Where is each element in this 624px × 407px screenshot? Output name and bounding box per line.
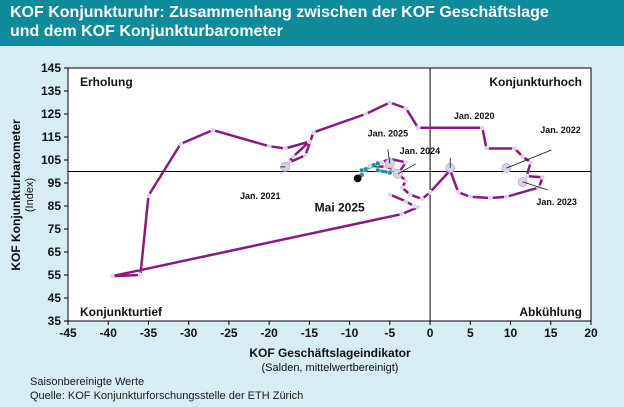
data-point: [302, 152, 308, 158]
footer-note: Saisonbereinigte Werte: [30, 376, 145, 388]
data-point: [387, 192, 393, 197]
annotation-label: Jan. 2021: [240, 191, 281, 201]
y-axis-sublabel: (Index): [24, 178, 36, 212]
data-point: [137, 272, 143, 278]
data-point: [178, 141, 184, 147]
data-point: [520, 154, 526, 160]
y-tick-label: 135: [41, 84, 61, 98]
data-point-recent: [375, 167, 381, 174]
x-axis-label: KOF Geschäftslageindikator: [249, 346, 411, 360]
x-tick-label: -10: [341, 326, 359, 340]
x-tick-label: -40: [100, 326, 118, 340]
x-tick-label: -25: [220, 326, 238, 340]
annotation-label: Jan. 2025: [368, 128, 409, 138]
quadrant-label-abkuehlung: Abkühlung: [519, 305, 582, 319]
data-point: [403, 178, 409, 184]
data-point: [363, 111, 369, 117]
data-point: [483, 146, 489, 151]
data-point: [290, 154, 296, 160]
data-point: [524, 173, 530, 179]
data-point: [310, 129, 316, 135]
data-point: [146, 193, 151, 199]
y-tick-label: 75: [48, 222, 62, 236]
data-point: [467, 194, 473, 200]
x-tick-label: -35: [140, 326, 158, 340]
y-tick-label: 125: [41, 107, 61, 121]
y-tick-label: 105: [41, 153, 61, 167]
data-point: [455, 189, 461, 195]
annotation-label: Jan. 2022: [540, 125, 581, 135]
data-point: [407, 192, 413, 197]
annotation-label: Jan. 2020: [454, 111, 495, 121]
data-point: [399, 185, 405, 191]
x-tick-label: -30: [180, 326, 198, 340]
y-tick-label: 85: [48, 199, 62, 213]
data-point: [403, 105, 409, 111]
annotation-leader-line: [522, 181, 548, 191]
chart-title: KOF Konjunkturuhr: Zusammenhang zwischen…: [10, 4, 549, 21]
data-point: [487, 195, 493, 201]
chart-title-line2: und dem KOF Konjunkturbarometer: [10, 23, 283, 40]
data-point: [411, 203, 417, 209]
annotation-leader-line: [397, 163, 417, 175]
y-tick-label: 115: [42, 130, 62, 144]
x-tick-label: 10: [504, 326, 518, 340]
title-banner: KOF Konjunkturuhr: Zusammenhang zwischen…: [0, 0, 624, 46]
quadrant-label-erholung: Erholung: [80, 75, 133, 89]
x-tick-label: 20: [584, 326, 598, 340]
annotation-label: Jan. 2023: [536, 197, 577, 207]
quadrant-label-konjunkturhoch: Konjunkturhoch: [489, 75, 582, 89]
data-point: [415, 204, 421, 210]
plot-area: [67, 67, 592, 322]
data-point: [266, 143, 272, 149]
data-point: [109, 273, 115, 279]
y-tick-label: 55: [48, 268, 62, 282]
data-point: [403, 198, 409, 204]
quadrant-label-konjunkturtief: Konjunkturtief: [80, 305, 163, 319]
data-point: [415, 125, 421, 131]
x-tick-label: 5: [467, 326, 474, 340]
data-point: [528, 159, 534, 165]
data-point: [399, 211, 405, 217]
y-tick-label: 65: [48, 245, 62, 259]
x-tick-label: 15: [544, 326, 558, 340]
data-point: [512, 146, 518, 151]
data-point-recent: [387, 170, 393, 176]
y-axis-label: KOF Konjunkturbarometer: [9, 119, 23, 271]
highlight-point-latest: [353, 174, 362, 183]
footer-source: Quelle: KOF Konjunkturforschungsstelle d…: [30, 390, 304, 402]
annotation-label: Mai 2025: [315, 200, 365, 214]
data-point: [427, 189, 433, 195]
annotation-label: Jan. 2024: [400, 146, 441, 156]
annotation-leader-line: [387, 149, 391, 164]
data-point: [540, 174, 546, 180]
data-point: [419, 196, 425, 202]
y-tick-label: 35: [48, 314, 62, 328]
y-tick-label: 45: [48, 291, 62, 305]
x-tick-label: 0: [427, 326, 434, 340]
data-point: [210, 127, 216, 133]
x-tick-label: -20: [260, 326, 278, 340]
x-axis-sublabel: (Salden, mittelwertbereinigt): [262, 362, 399, 374]
y-tick-label: 145: [41, 61, 61, 75]
data-point: [403, 159, 409, 165]
data-point: [306, 139, 312, 145]
x-tick-label: -5: [385, 326, 396, 340]
data-point: [504, 194, 509, 200]
data-point-recent: [375, 160, 381, 167]
data-point: [479, 125, 485, 131]
data-point: [282, 146, 288, 151]
data-point: [367, 163, 373, 169]
x-tick-label: -45: [59, 326, 77, 340]
y-tick-label: 95: [48, 176, 62, 190]
data-point-recent: [359, 167, 365, 174]
annotation-leader-line: [506, 149, 552, 169]
data-point: [387, 100, 393, 105]
x-tick-label: -15: [301, 326, 319, 340]
